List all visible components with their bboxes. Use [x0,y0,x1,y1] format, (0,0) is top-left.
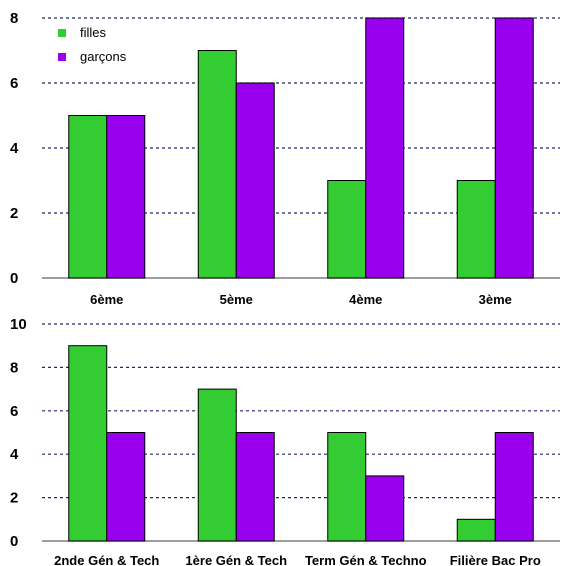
y-tick-label: 6 [10,403,18,420]
bar-filles [456,180,496,279]
bar-garcons [494,17,534,279]
category-label: 4ème [349,292,382,307]
category-label: Term Gén & Techno [305,553,427,566]
category-label: 5ème [220,292,253,307]
bar-filles [197,50,237,279]
chart-2: 0 2 4 6 8 10 2nde Gén & Tech 1ère Gén & Tech Ter… [10,316,560,566]
bar-garcons [235,82,275,279]
legend-swatch [58,29,66,37]
legend-swatch [58,53,66,61]
y-tick-label: 4 [10,446,19,463]
bar-garcons [106,432,146,542]
bar-garcons [235,432,275,542]
bar-garcons [365,17,405,279]
category-label: Filière Bac Pro [450,553,541,566]
category-label: 1ère Gén & Tech [185,553,287,566]
y-tick-label: 2 [10,490,18,507]
y-tick-label: 2 [10,205,18,222]
bar-garcons [494,432,534,542]
category-label: 6ème [90,292,123,307]
y-tick-label: 0 [10,270,18,287]
bar-filles [456,518,496,542]
y-tick-label: 10 [10,316,27,333]
chart-1: 0 2 4 6 8 6ème 5ème 4ème 3ème filles garçons [10,10,560,307]
y-tick-label: 8 [10,359,18,376]
bar-filles [327,180,367,279]
y-tick-label: 0 [10,533,18,550]
bar-filles [68,345,108,542]
legend-label: garçons [80,49,127,64]
bar-filles [68,115,108,279]
y-tick-label: 6 [10,75,18,92]
bar-garcons [106,115,146,279]
y-tick-label: 4 [10,140,19,157]
category-label: 2nde Gén & Tech [54,553,159,566]
legend-label: filles [80,25,107,40]
bar-filles [327,432,367,542]
y-tick-label: 8 [10,10,18,27]
bar-filles [197,388,237,542]
bar-garcons [365,475,405,542]
category-label: 3ème [479,292,512,307]
